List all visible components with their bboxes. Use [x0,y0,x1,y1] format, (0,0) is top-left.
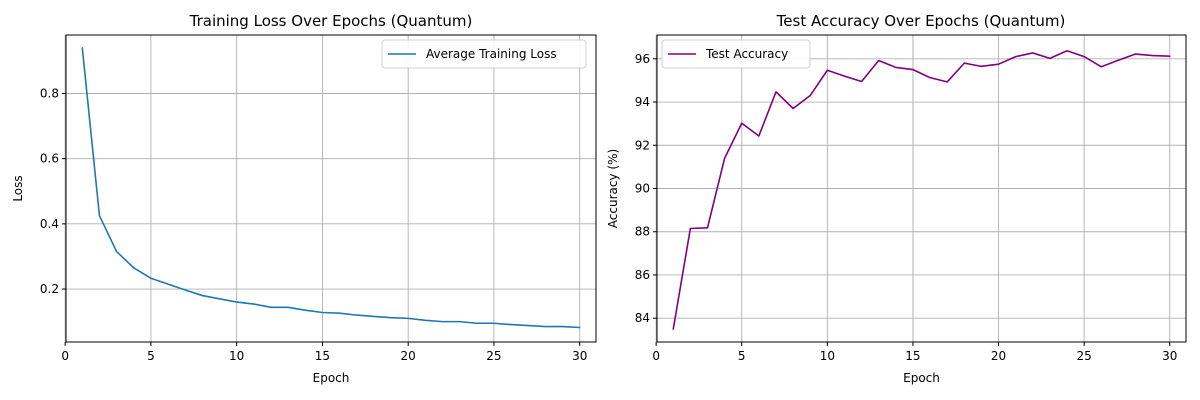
chart-panel-2: 0 5 10 15 20 25 30 84 86 88 90 92 94 96 Test Accuracy … [606,12,1187,385]
y-axis-label: Accuracy (%) [606,149,620,228]
y-tick-label: 0.6 [40,152,59,166]
x-tick-label: 5 [738,349,746,363]
y-tick-label: 0.4 [40,217,59,231]
y-tick-label: 90 [635,182,650,196]
legend-label: Test Accuracy [705,47,788,61]
y-tick-label: 88 [635,225,650,239]
x-tick-label: 15 [905,349,920,363]
x-tick-label: 30 [1162,349,1177,363]
plot-frame [65,34,597,343]
legend-label: Average Training Loss [426,47,557,61]
legend-frame [381,39,587,69]
y-tick-label: 96 [635,52,650,66]
legend-frame [661,39,811,69]
x-tick-label: 10 [229,349,244,363]
x-tick-label: 20 [401,349,416,363]
x-axis-label: Epoch [313,371,350,385]
y-tick-label: 0.8 [40,86,59,100]
x-tick-label: 15 [315,349,330,363]
chart-title: Training Loss Over Epochs (Quantum) [189,12,473,30]
y-tick-label: 92 [635,138,650,152]
legend: Test Accuracy [661,39,811,69]
x-tick-label: 10 [820,349,835,363]
y-tick-label: 0.2 [40,282,59,296]
series-line [81,47,581,329]
legend: Average Training Loss [381,39,587,69]
series-line [672,49,1171,330]
x-tick-label: 0 [652,349,660,363]
x-axis-label: Epoch [903,371,940,385]
y-axis-label: Loss [11,175,25,201]
x-tick-label: 25 [1076,349,1091,363]
x-tick-label: 30 [572,349,587,363]
x-tick-label: 5 [147,349,155,363]
y-tick-label: 86 [635,268,650,282]
chart-panel-1: 0 5 10 15 20 25 30 0.2 0.4 0.6 0.8 Training Loss Ov… [11,12,597,385]
x-tick-label: 25 [486,349,501,363]
x-tick-label: 20 [991,349,1006,363]
y-tick-label: 84 [635,311,650,325]
x-tick-label: 0 [61,349,69,363]
chart-title: Test Accuracy Over Epochs (Quantum) [776,12,1066,30]
y-tick-label: 94 [635,95,650,109]
